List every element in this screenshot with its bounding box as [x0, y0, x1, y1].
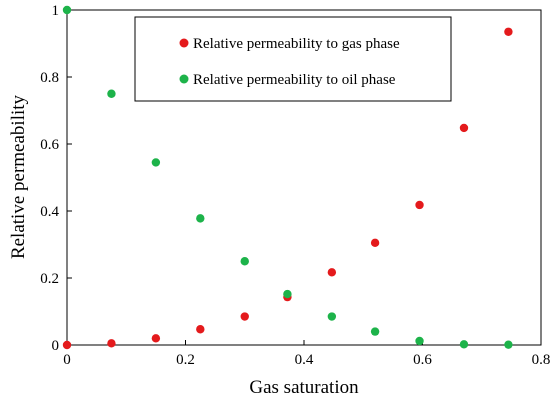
legend-label-gas: Relative permeability to gas phase [193, 36, 400, 52]
point-gas [196, 325, 205, 334]
point-oil [327, 312, 337, 321]
legend-label-oil: Relative permeability to oil phase [193, 72, 396, 88]
legend: Relative permeability to gas phase Relat… [134, 16, 452, 102]
data-points [62, 5, 513, 350]
y-tick-label: 0.8 [40, 70, 59, 86]
x-tick-label: 0 [63, 352, 71, 368]
point-oil [62, 5, 72, 15]
point-gas [504, 27, 513, 36]
point-oil [196, 214, 205, 223]
x-tick-label: 0.4 [295, 352, 314, 368]
y-tick-label: 1 [52, 3, 60, 19]
legend-marker-oil [179, 74, 189, 84]
point-oil [107, 89, 116, 98]
x-tick-label: 0.8 [532, 352, 550, 368]
y-tick-label: 0.6 [40, 137, 59, 153]
x-axis-title: Gas saturation [249, 377, 359, 398]
point-gas [327, 268, 337, 277]
point-oil [459, 340, 469, 349]
axis-ticks: 0 0.2 0.4 0.6 0.8 0 0.2 0.4 0.6 0.8 1 [40, 3, 550, 368]
y-tick-label: 0.2 [40, 271, 59, 287]
point-gas [151, 334, 161, 343]
point-oil [240, 257, 249, 266]
x-tick-label: 0.2 [176, 352, 195, 368]
point-gas [240, 312, 249, 321]
point-gas [370, 238, 380, 248]
y-tick-label: 0 [52, 338, 60, 354]
point-gas [107, 339, 116, 348]
y-axis-title: Relative permeability [8, 94, 29, 259]
legend-marker-gas [179, 38, 189, 48]
point-gas [62, 340, 72, 350]
point-gas [459, 123, 469, 133]
point-oil [283, 289, 292, 299]
point-oil [415, 336, 424, 346]
x-tick-label: 0.6 [413, 352, 432, 368]
point-oil [370, 327, 380, 336]
y-tick-label: 0.4 [40, 204, 59, 220]
legend-box [134, 16, 452, 102]
point-oil [504, 340, 513, 349]
point-oil [151, 158, 161, 167]
point-gas [415, 200, 424, 210]
